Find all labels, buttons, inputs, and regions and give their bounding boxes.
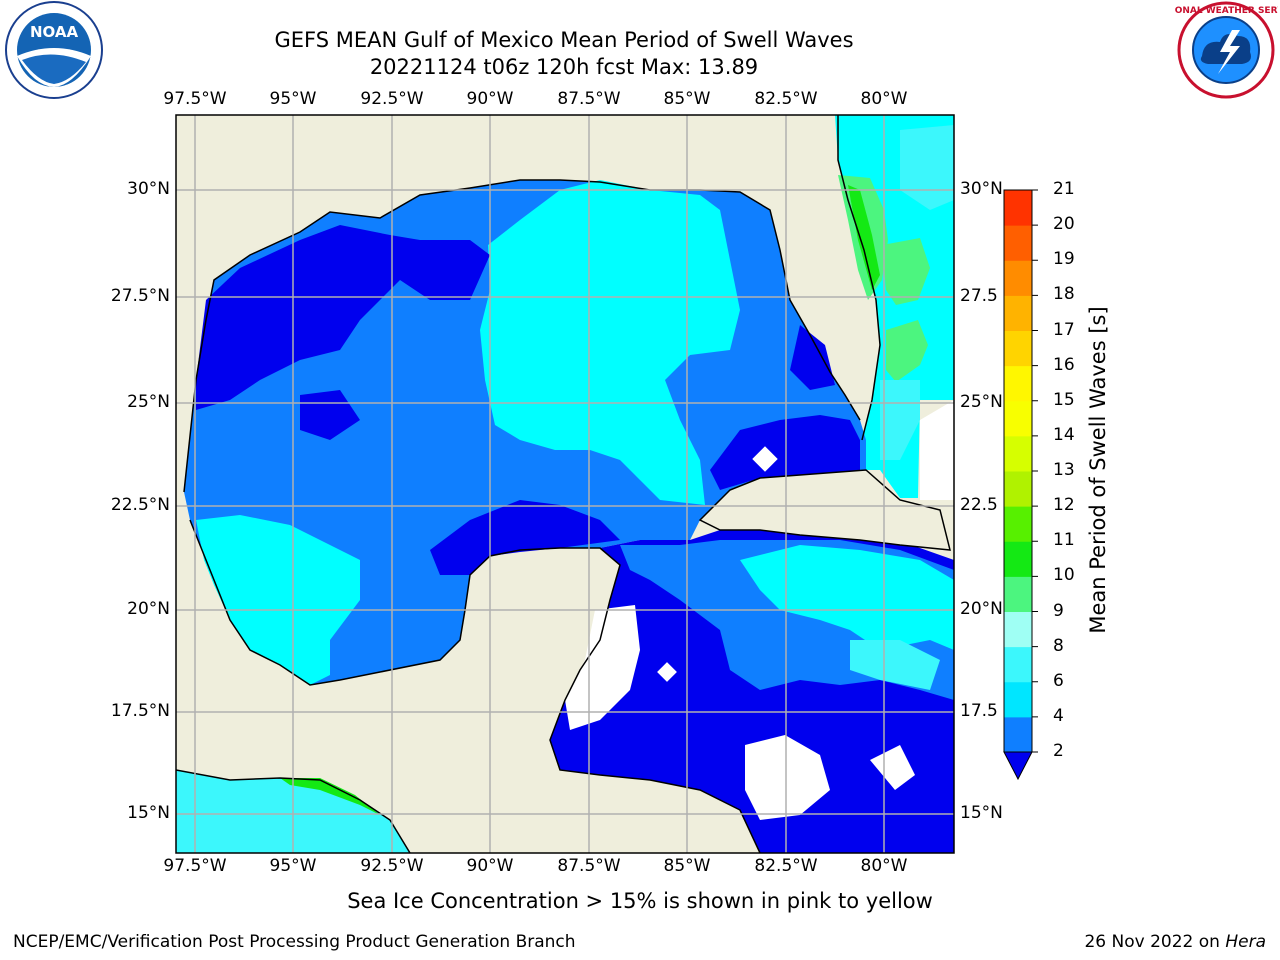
colorbar-segment	[1004, 330, 1032, 367]
colorbar-tick-label: 20	[1053, 214, 1075, 235]
colorbar-segment	[1004, 260, 1032, 296]
colorbar	[1003, 189, 1038, 781]
lon-label-top: 95°W	[269, 89, 317, 109]
lat-label-right: 22.5	[960, 495, 998, 515]
lon-label-bottom: 95°W	[269, 856, 317, 876]
lon-label-bottom: 85°W	[663, 856, 711, 876]
colorbar-segment	[1004, 576, 1032, 612]
lon-label-bottom: 97.5°W	[163, 856, 227, 876]
lat-label-left: 27.5°N	[110, 286, 170, 306]
colorbar-tick-label: 13	[1053, 460, 1075, 480]
date-text: 26 Nov 2022 on Hera	[1084, 932, 1266, 952]
lat-label-left: 22.5°N	[110, 495, 170, 515]
colorbar-tick-label: 16	[1053, 354, 1075, 375]
colorbar-segment	[1004, 400, 1032, 437]
colorbar-under-extension	[1003, 751, 1033, 781]
title-line-1: GEFS MEAN Gulf of Mexico Mean Period of …	[274, 28, 854, 52]
lon-label-bottom: 90°W	[466, 856, 514, 876]
loop-current	[480, 180, 740, 505]
lon-label-top: 87.5°W	[557, 89, 621, 109]
lat-label-left: 15°N	[127, 803, 170, 823]
colorbar-tick-label: 4	[1053, 705, 1064, 726]
title-line-2: 20221124 t06z 120h fcst Max: 13.89	[369, 55, 759, 79]
map-frame	[175, 114, 955, 854]
lat-label-right: 17.5	[960, 701, 998, 721]
colorbar-tick-label: 17	[1053, 319, 1075, 340]
colorbar-segment	[1004, 190, 1032, 226]
colorbar-tick-label: 12	[1053, 495, 1075, 516]
lon-label-bottom: 80°W	[860, 856, 908, 876]
colorbar-tick-label: 19	[1053, 249, 1075, 270]
lat-label-right: 27.5	[960, 286, 998, 306]
colorbar-tick-label: 18	[1053, 284, 1075, 305]
lon-label-bottom: 82.5°W	[754, 856, 818, 876]
colorbar-tick-label: 6	[1053, 670, 1064, 691]
colorbar-segment	[1004, 646, 1032, 683]
colorbar-segment	[1004, 435, 1032, 472]
colorbar-segment	[1004, 225, 1032, 261]
svg-text:NATIONAL WEATHER SERVICE: NATIONAL WEATHER SERVICE	[1174, 6, 1278, 16]
nws-logo: NATIONAL WEATHER SERVICE	[1174, 1, 1278, 99]
colorbar-label: Mean Period of Swell Waves [s]	[1086, 306, 1110, 634]
west-gulf-low	[196, 225, 490, 410]
lat-label-left: 25°N	[127, 392, 170, 412]
gridlines	[176, 115, 954, 853]
colorbar-tick-label: 9	[1053, 600, 1064, 621]
lon-label-top: 97.5°W	[163, 89, 227, 109]
lon-label-bottom: 92.5°W	[360, 856, 424, 876]
colorbar-segment	[1004, 716, 1032, 753]
colorbar-segment	[1004, 681, 1032, 718]
lat-label-left: 17.5°N	[110, 701, 170, 721]
lon-label-top: 82.5°W	[754, 89, 818, 109]
southwest-gulf-high	[196, 515, 360, 685]
lon-label-top: 92.5°W	[360, 89, 424, 109]
colorbar-tick-label: 14	[1053, 424, 1075, 445]
noaa-logo: NOAA	[5, 1, 103, 99]
colorbar-segment	[1004, 295, 1032, 331]
lat-label-left: 20°N	[127, 599, 170, 619]
colorbar-tick-label: 21	[1053, 179, 1075, 199]
colorbar-segment	[1004, 611, 1032, 648]
colorbar-segment	[1004, 506, 1032, 542]
colorbar-tick-label: 11	[1053, 530, 1075, 551]
lat-label-right: 20°N	[960, 599, 1003, 619]
colorbar-tick-label: 10	[1053, 565, 1075, 586]
lat-label-right: 15°N	[960, 803, 1003, 823]
lat-label-left: 30°N	[127, 179, 170, 199]
colorbar-tick-label: 8	[1053, 635, 1064, 656]
sea-ice-note: Sea Ice Concentration > 15% is shown in …	[347, 889, 933, 913]
svg-text:NOAA: NOAA	[30, 23, 79, 41]
lat-label-right: 25°N	[960, 392, 1003, 412]
lon-label-top: 85°W	[663, 89, 711, 109]
lon-label-bottom: 87.5°W	[557, 856, 621, 876]
colorbar-segment	[1004, 365, 1032, 402]
colorbar-segment	[1004, 471, 1032, 507]
lon-label-top: 80°W	[860, 89, 908, 109]
lat-label-right: 30°N	[960, 179, 1003, 199]
colorbar-tick-label: 15	[1053, 389, 1075, 410]
colorbar-segment	[1004, 541, 1032, 577]
colorbar-tick-label: 2	[1053, 741, 1064, 761]
credit-text: NCEP/EMC/Verification Post Processing Pr…	[13, 932, 576, 952]
lon-label-top: 90°W	[466, 89, 514, 109]
coastline	[183, 179, 861, 493]
